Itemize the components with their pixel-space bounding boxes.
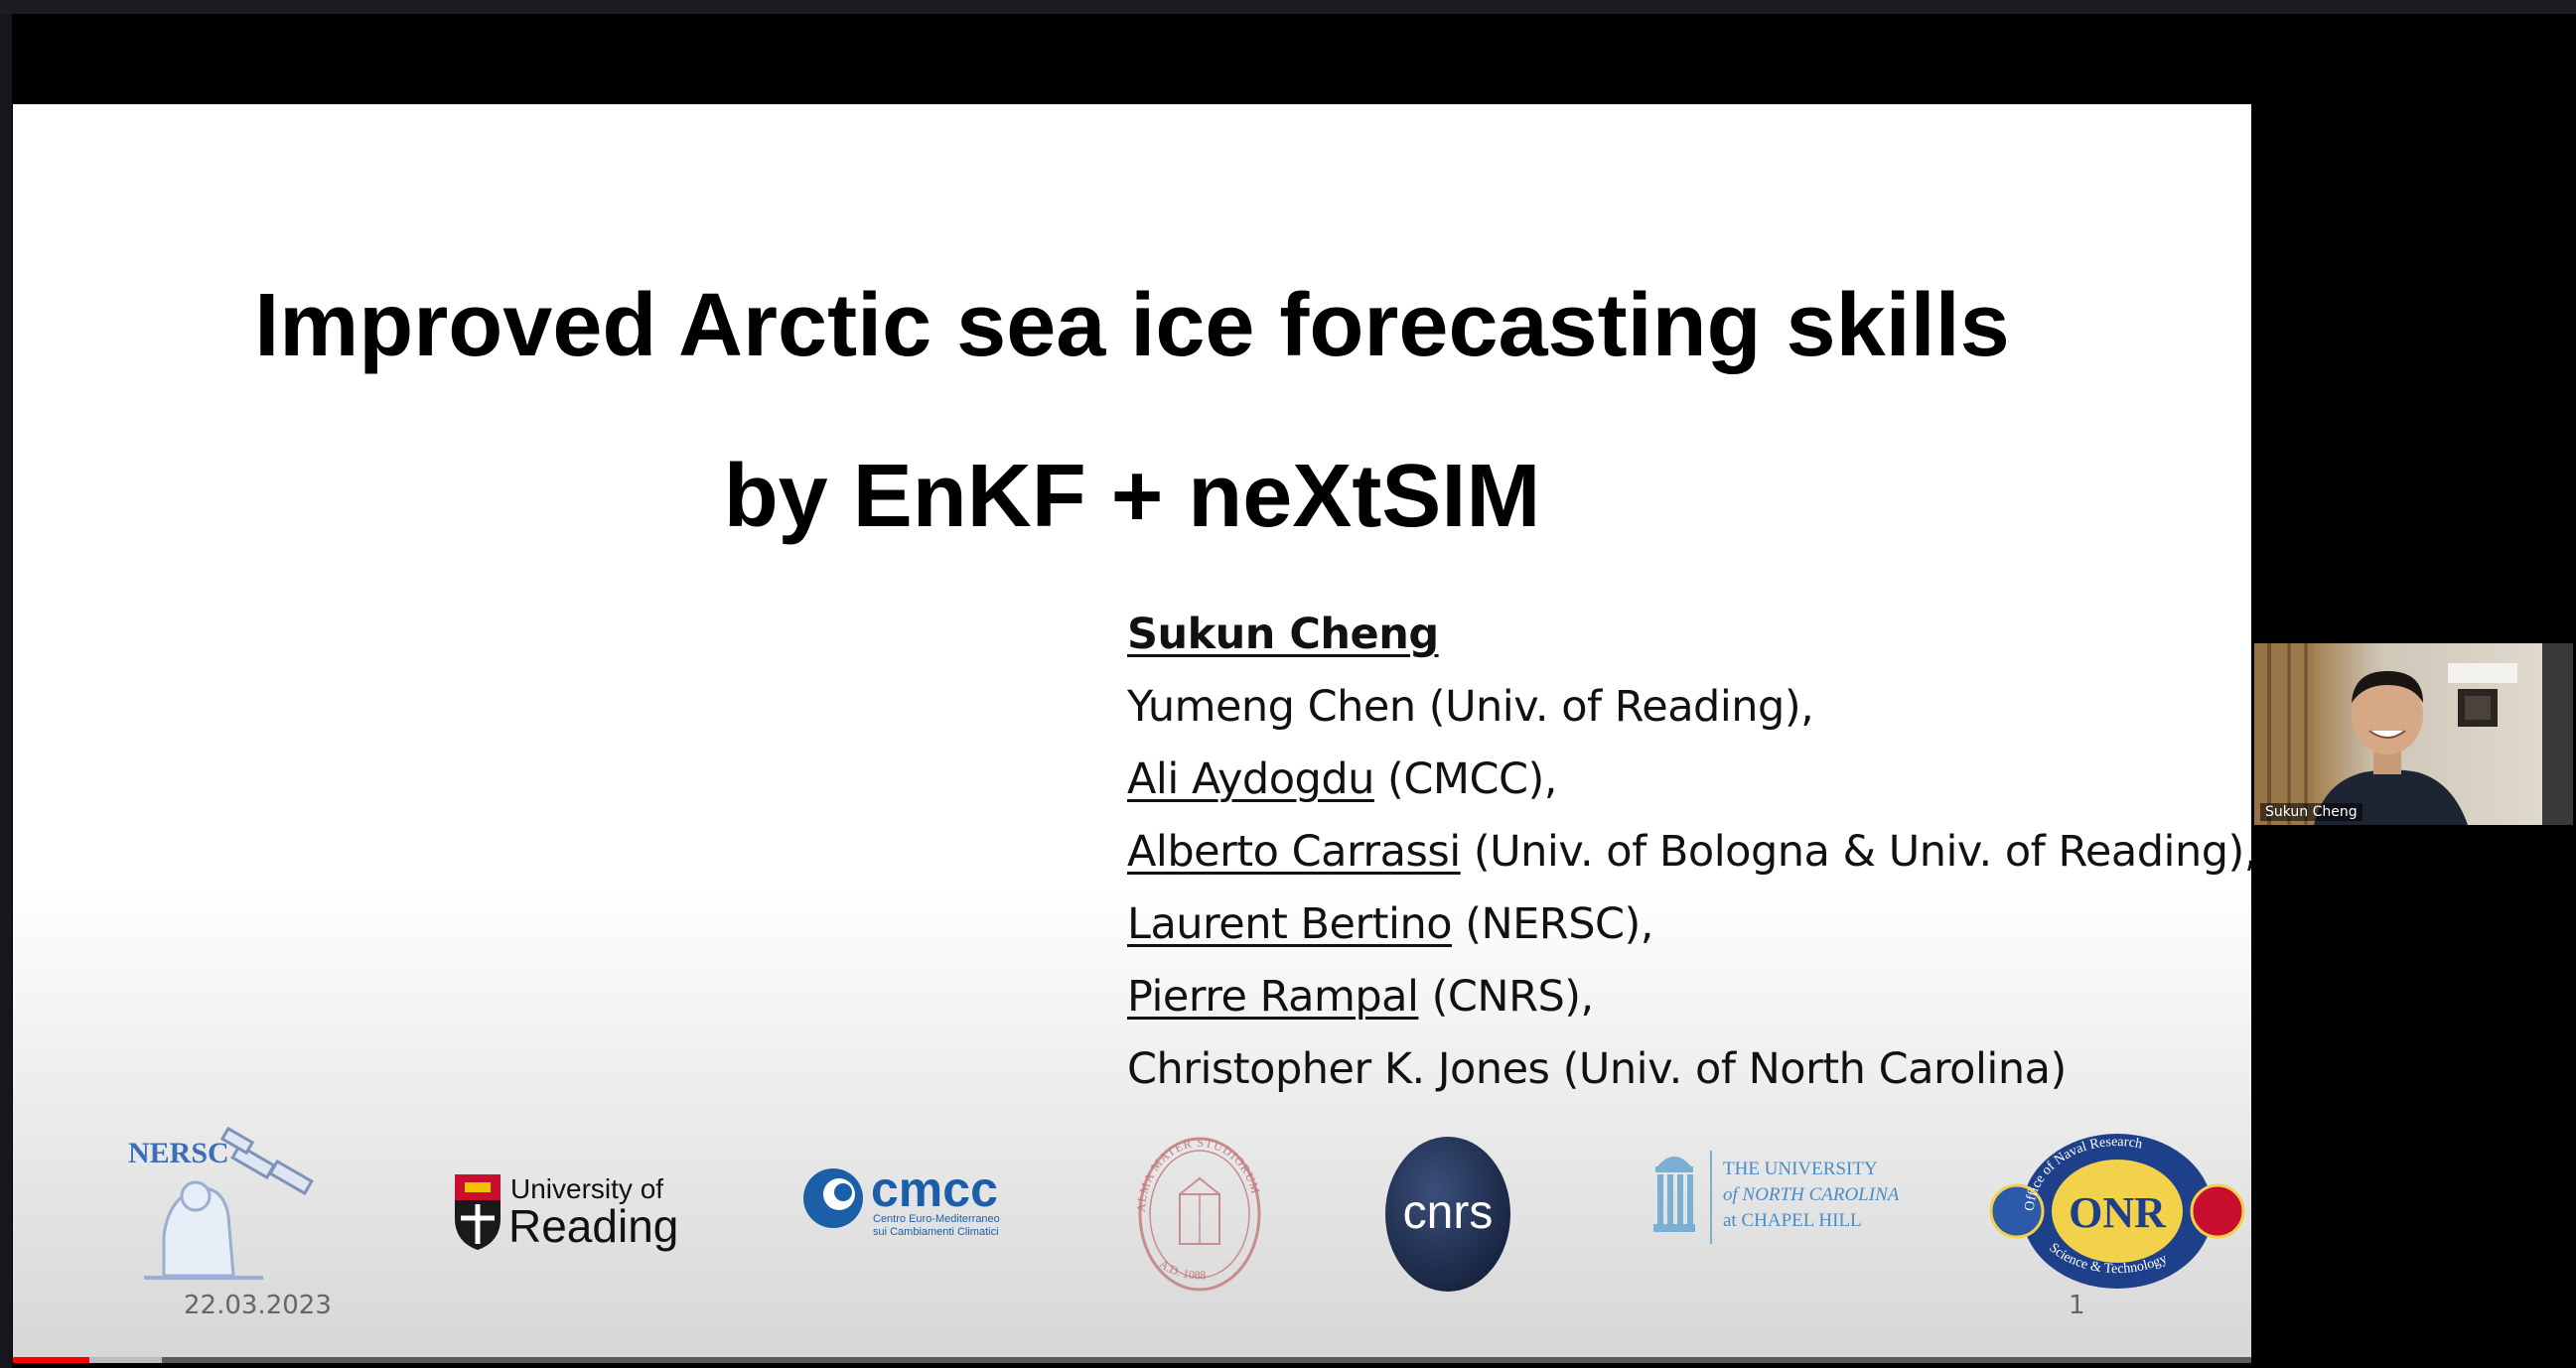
author-affiliation: Yumeng Chen (Univ. of Reading),	[1127, 682, 1814, 732]
svg-text:Centro Euro-Mediterraneo: Centro Euro-Mediterraneo	[873, 1213, 1000, 1225]
slide-page-number: 1	[2069, 1291, 2085, 1320]
university-of-bologna-seal: ALMA MATER STUDIORUM A.D. 1088	[1125, 1135, 1274, 1294]
author-line: Pierre Rampal (CNRS),	[1127, 961, 2251, 1033]
author-line: Alberto Carrassi (Univ. of Bologna & Uni…	[1127, 816, 2251, 889]
video-progress-bar[interactable]	[13, 1357, 2251, 1363]
author-affiliation: (Univ. of Bologna & Univ. of Reading),	[1460, 827, 2251, 877]
svg-text:A.D. 1088: A.D. 1088	[1157, 1257, 1207, 1282]
left-edge	[0, 14, 12, 1368]
author-name: Pierre Rampal	[1127, 972, 1419, 1022]
svg-text:of NORTH CAROLINA: of NORTH CAROLINA	[1723, 1184, 1900, 1205]
author-name: Ali Aydogdu	[1127, 754, 1374, 804]
author-name: Sukun Cheng	[1127, 610, 1439, 659]
svg-text:THE UNIVERSITY: THE UNIVERSITY	[1723, 1159, 1878, 1179]
svg-text:NERSC: NERSC	[128, 1137, 229, 1169]
author-affiliation: (CNRS),	[1418, 972, 1595, 1022]
top-bar	[0, 0, 2576, 14]
nersc-logo: NERSC	[124, 1126, 333, 1286]
svg-text:cnrs: cnrs	[1403, 1186, 1494, 1239]
author-affiliation: Christopher K. Jones (Univ. of North Car…	[1127, 1044, 2067, 1094]
author-list: Sukun Cheng Yumeng Chen (Univ. of Readin…	[1127, 599, 2251, 1106]
svg-text:at CHAPEL HILL: at CHAPEL HILL	[1723, 1210, 1862, 1231]
author-line: Christopher K. Jones (Univ. of North Car…	[1127, 1033, 2251, 1106]
author-line: Yumeng Chen (Univ. of Reading),	[1127, 671, 2251, 744]
svg-text:cmcc: cmcc	[871, 1162, 998, 1217]
svg-text:Reading: Reading	[508, 1200, 678, 1252]
svg-text:ALMA MATER STUDIORUM: ALMA MATER STUDIORUM	[1134, 1136, 1263, 1212]
svg-text:University of: University of	[510, 1173, 663, 1204]
participant-webcam-tile: Sukun Cheng	[2254, 643, 2573, 825]
unc-chapel-hill-logo: THE UNIVERSITY of NORTH CAROLINA at CHAP…	[1649, 1145, 1928, 1254]
author-name: Alberto Carrassi	[1127, 827, 1461, 877]
author-affiliation: (NERSC),	[1452, 899, 1653, 949]
author-line: Sukun Cheng	[1127, 599, 2251, 671]
university-of-reading-logo: University of Reading	[453, 1157, 681, 1256]
svg-text:sui Cambiamenti Climatici: sui Cambiamenti Climatici	[873, 1226, 999, 1238]
slide-title-line-2: by EnKF + neXtSIM	[723, 447, 1541, 546]
onr-logo: ONR Office of Naval Research Science & T…	[1989, 1132, 2245, 1291]
progress-played	[13, 1357, 89, 1363]
slide-date: 22.03.2023	[184, 1291, 332, 1320]
participant-name-label: Sukun Cheng	[2260, 803, 2362, 821]
cmcc-logo: cmcc Centro Euro-Mediterraneo sui Cambia…	[797, 1155, 1016, 1244]
presentation-slide: Improved Arctic sea ice forecasting skil…	[13, 104, 2251, 1363]
author-line: Laurent Bertino (NERSC),	[1127, 889, 2251, 961]
author-name: Laurent Bertino	[1127, 899, 1453, 949]
author-affiliation: (CMCC),	[1373, 754, 1557, 804]
author-line: Ali Aydogdu (CMCC),	[1127, 744, 2251, 816]
svg-text:ONR: ONR	[2069, 1188, 2167, 1237]
webcam-video-frame	[2254, 643, 2573, 825]
cnrs-logo: cnrs	[1383, 1135, 1512, 1294]
slide-title-line-1: Improved Arctic sea ice forecasting skil…	[254, 276, 2010, 375]
